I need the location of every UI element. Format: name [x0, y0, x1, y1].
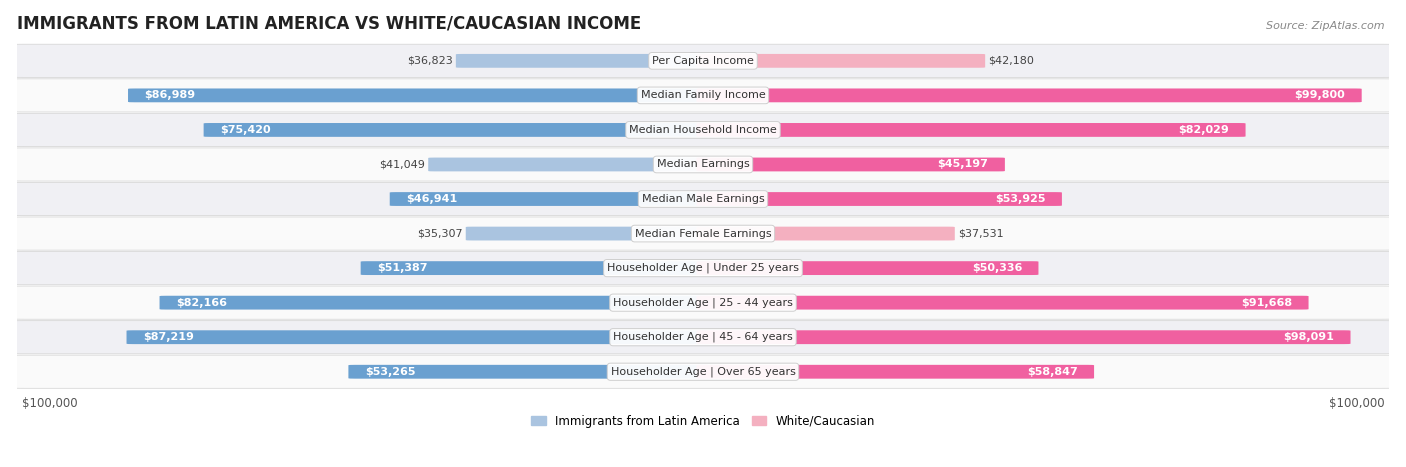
Text: $98,091: $98,091 [1284, 332, 1334, 342]
Legend: Immigrants from Latin America, White/Caucasian: Immigrants from Latin America, White/Cau… [527, 410, 879, 432]
Text: Median Male Earnings: Median Male Earnings [641, 194, 765, 204]
Text: Median Household Income: Median Household Income [628, 125, 778, 135]
Text: $53,925: $53,925 [995, 194, 1046, 204]
Text: $42,180: $42,180 [988, 56, 1035, 66]
Text: Median Female Earnings: Median Female Earnings [634, 228, 772, 239]
FancyBboxPatch shape [465, 226, 710, 241]
Text: $75,420: $75,420 [219, 125, 270, 135]
Text: Median Family Income: Median Family Income [641, 91, 765, 100]
Text: $46,941: $46,941 [406, 194, 457, 204]
FancyBboxPatch shape [696, 88, 1361, 102]
FancyBboxPatch shape [456, 54, 710, 68]
Text: $51,387: $51,387 [377, 263, 427, 273]
Text: Source: ZipAtlas.com: Source: ZipAtlas.com [1267, 21, 1385, 31]
FancyBboxPatch shape [10, 113, 1396, 147]
Text: $53,265: $53,265 [364, 367, 415, 377]
FancyBboxPatch shape [128, 88, 710, 102]
FancyBboxPatch shape [696, 157, 1005, 171]
Text: $99,800: $99,800 [1295, 91, 1346, 100]
FancyBboxPatch shape [696, 330, 1351, 344]
Text: $50,336: $50,336 [972, 263, 1022, 273]
Text: Householder Age | Under 25 years: Householder Age | Under 25 years [607, 263, 799, 273]
Text: $87,219: $87,219 [143, 332, 194, 342]
FancyBboxPatch shape [10, 183, 1396, 216]
Text: $45,197: $45,197 [938, 159, 988, 170]
FancyBboxPatch shape [429, 157, 710, 171]
FancyBboxPatch shape [204, 123, 710, 137]
FancyBboxPatch shape [696, 226, 955, 241]
Text: Median Earnings: Median Earnings [657, 159, 749, 170]
FancyBboxPatch shape [10, 252, 1396, 285]
FancyBboxPatch shape [389, 192, 710, 206]
Text: Per Capita Income: Per Capita Income [652, 56, 754, 66]
Text: $41,049: $41,049 [380, 159, 425, 170]
Text: $86,989: $86,989 [145, 91, 195, 100]
FancyBboxPatch shape [127, 330, 710, 344]
FancyBboxPatch shape [696, 192, 1062, 206]
FancyBboxPatch shape [10, 217, 1396, 250]
Text: Householder Age | 25 - 44 years: Householder Age | 25 - 44 years [613, 297, 793, 308]
FancyBboxPatch shape [696, 261, 1039, 275]
FancyBboxPatch shape [696, 123, 1246, 137]
Text: $37,531: $37,531 [957, 228, 1004, 239]
FancyBboxPatch shape [10, 148, 1396, 181]
FancyBboxPatch shape [10, 79, 1396, 112]
FancyBboxPatch shape [696, 54, 986, 68]
Text: $82,166: $82,166 [176, 297, 226, 308]
FancyBboxPatch shape [10, 44, 1396, 78]
FancyBboxPatch shape [349, 365, 710, 379]
FancyBboxPatch shape [696, 365, 1094, 379]
Text: Householder Age | 45 - 64 years: Householder Age | 45 - 64 years [613, 332, 793, 342]
Text: $82,029: $82,029 [1178, 125, 1229, 135]
Text: $58,847: $58,847 [1026, 367, 1078, 377]
Text: $35,307: $35,307 [416, 228, 463, 239]
FancyBboxPatch shape [10, 355, 1396, 389]
Text: IMMIGRANTS FROM LATIN AMERICA VS WHITE/CAUCASIAN INCOME: IMMIGRANTS FROM LATIN AMERICA VS WHITE/C… [17, 15, 641, 33]
FancyBboxPatch shape [10, 321, 1396, 354]
Text: $36,823: $36,823 [406, 56, 453, 66]
Text: $91,668: $91,668 [1241, 297, 1292, 308]
FancyBboxPatch shape [159, 296, 710, 310]
FancyBboxPatch shape [361, 261, 710, 275]
Text: Householder Age | Over 65 years: Householder Age | Over 65 years [610, 367, 796, 377]
FancyBboxPatch shape [10, 286, 1396, 319]
FancyBboxPatch shape [696, 296, 1309, 310]
